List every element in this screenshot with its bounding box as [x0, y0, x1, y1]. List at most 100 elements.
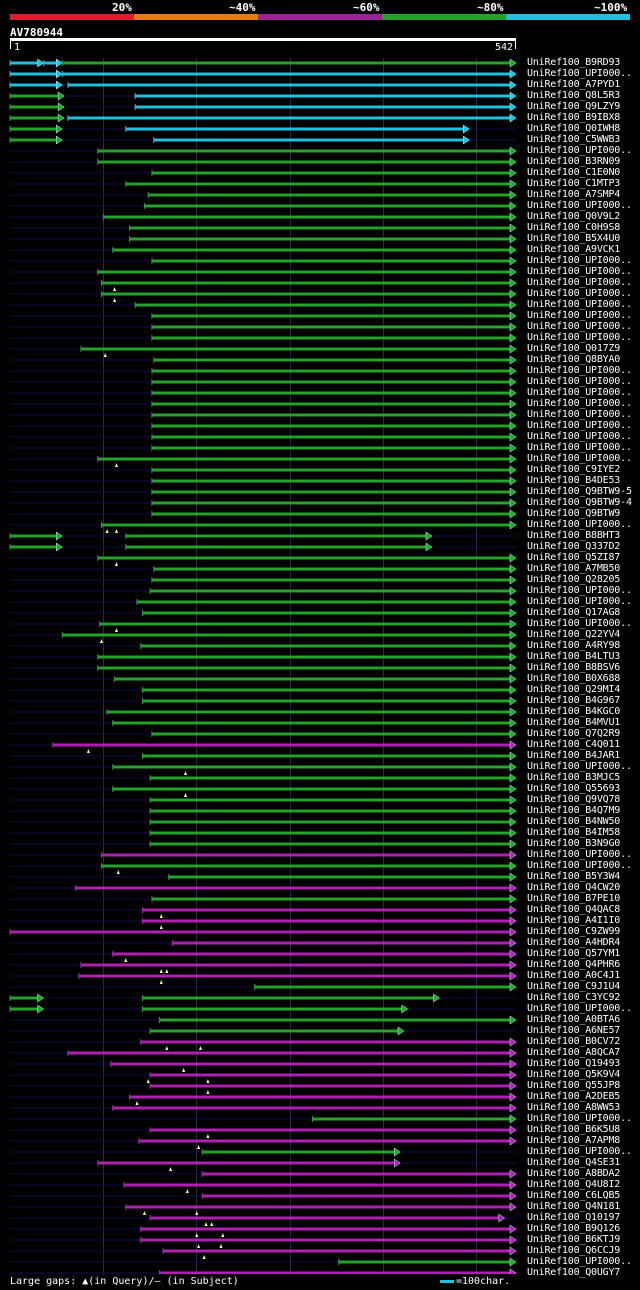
hit-row[interactable]: [9, 124, 516, 134]
hit-row[interactable]: [10, 630, 517, 643]
hit-name-link[interactable]: UniRef100_A4I1I0: [527, 915, 621, 926]
hit-row[interactable]: [10, 608, 517, 618]
hit-row[interactable]: [10, 1125, 517, 1138]
hit-row[interactable]: [10, 476, 517, 486]
hit-row[interactable]: [9, 58, 517, 68]
hit-name-link[interactable]: UniRef100_Q9VQ78: [527, 794, 621, 805]
hit-row[interactable]: [10, 465, 517, 475]
hit-row[interactable]: [10, 421, 517, 431]
hit-name-link[interactable]: UniRef100_B4IM58: [527, 827, 621, 838]
hit-row[interactable]: [10, 597, 517, 607]
hit-row[interactable]: [10, 146, 517, 156]
hit-row[interactable]: [10, 377, 517, 387]
hit-name-link[interactable]: UniRef100_B3RN09: [527, 156, 621, 167]
hit-row[interactable]: [10, 1114, 517, 1124]
hit-row[interactable]: [10, 1191, 517, 1201]
hit-row[interactable]: [9, 1004, 516, 1014]
hit-name-link[interactable]: UniRef100_C6LQB5: [527, 1190, 621, 1201]
hit-row[interactable]: [10, 916, 517, 929]
hit-row[interactable]: [9, 542, 516, 552]
hit-row[interactable]: [10, 388, 517, 398]
hit-name-link[interactable]: UniRef100_A7PYD1: [527, 79, 621, 90]
hit-row[interactable]: [10, 1213, 516, 1226]
hit-row[interactable]: [10, 498, 517, 508]
hit-name-link[interactable]: UniRef100_Q55693: [527, 783, 621, 794]
hit-row[interactable]: [10, 663, 517, 673]
hit-row[interactable]: [10, 872, 517, 882]
hit-name-link[interactable]: UniRef100_A0C4J1: [527, 970, 621, 981]
hit-name-link[interactable]: UniRef100_B4MVU1: [527, 717, 621, 728]
hit-row[interactable]: [10, 806, 517, 816]
hit-name-link[interactable]: UniRef100_Q22YV4: [527, 629, 621, 640]
hit-name-link[interactable]: UniRef100_A9VCK1: [527, 244, 621, 255]
hit-name-link[interactable]: UniRef100_C1E0N0: [527, 167, 621, 178]
hit-name-link[interactable]: UniRef100_UPI000..: [527, 68, 632, 79]
hit-name-link[interactable]: UniRef100_C9ZW99: [527, 926, 621, 937]
hit-name-link[interactable]: UniRef100_Q4SE31: [527, 1157, 621, 1168]
hit-row[interactable]: [10, 850, 517, 860]
hit-row[interactable]: [10, 322, 517, 332]
hit-name-link[interactable]: UniRef100_A8BDA2: [527, 1168, 621, 1179]
hit-name-link[interactable]: UniRef100_UPI000..: [527, 398, 632, 409]
hit-name-link[interactable]: UniRef100_Q55JP8: [527, 1080, 621, 1091]
hit-row[interactable]: [9, 993, 516, 1003]
hit-name-link[interactable]: UniRef100_UPI000..: [527, 1113, 632, 1124]
hit-row[interactable]: [10, 157, 517, 167]
hit-row[interactable]: [10, 1081, 517, 1094]
hit-row[interactable]: [10, 1257, 517, 1267]
hit-row[interactable]: [10, 1037, 517, 1050]
hit-name-link[interactable]: UniRef100_B5X4U0: [527, 233, 621, 244]
hit-name-link[interactable]: UniRef100_A7SMP4: [527, 189, 621, 200]
hit-name-link[interactable]: UniRef100_B0CV72: [527, 1036, 621, 1047]
hit-row[interactable]: [9, 102, 517, 112]
hit-name-link[interactable]: UniRef100_Q19493: [527, 1058, 621, 1069]
hit-row[interactable]: [10, 223, 517, 233]
hit-name-link[interactable]: UniRef100_Q9BTW9-5: [527, 486, 632, 497]
hit-name-link[interactable]: UniRef100_Q17AG8: [527, 607, 621, 618]
hit-name-link[interactable]: UniRef100_A6NE57: [527, 1025, 621, 1036]
hit-name-link[interactable]: UniRef100_UPI000..: [527, 145, 632, 156]
hit-name-link[interactable]: UniRef100_UPI000..: [527, 585, 632, 596]
hit-row[interactable]: [9, 91, 517, 101]
hit-name-link[interactable]: UniRef100_B6K5U8: [527, 1124, 621, 1135]
hit-name-link[interactable]: UniRef100_A2DEB5: [527, 1091, 621, 1102]
hit-name-link[interactable]: UniRef100_UPI000..: [527, 442, 632, 453]
hit-row[interactable]: [10, 1224, 517, 1237]
hit-name-link[interactable]: UniRef100_B9Q126: [527, 1223, 621, 1234]
hit-row[interactable]: [9, 113, 517, 123]
hit-row[interactable]: [10, 861, 517, 874]
hit-name-link[interactable]: UniRef100_UPI000..: [527, 1146, 632, 1157]
hit-row[interactable]: [10, 839, 517, 849]
hit-name-link[interactable]: UniRef100_B5Y3W4: [527, 871, 621, 882]
hit-row[interactable]: [10, 168, 517, 178]
hit-name-link[interactable]: UniRef100_C3YC92: [527, 992, 621, 1003]
hit-row[interactable]: [9, 69, 517, 79]
hit-row[interactable]: [10, 234, 517, 244]
hit-name-link[interactable]: UniRef100_C0H9S8: [527, 222, 621, 233]
hit-name-link[interactable]: UniRef100_UPI000..: [527, 860, 632, 871]
hit-name-link[interactable]: UniRef100_A0BTA6: [527, 1014, 621, 1025]
hit-name-link[interactable]: UniRef100_Q9BTW9-4: [527, 497, 632, 508]
hit-row[interactable]: [10, 586, 517, 596]
hit-name-link[interactable]: UniRef100_B4Q7M9: [527, 805, 621, 816]
hit-row[interactable]: [10, 773, 517, 783]
hit-name-link[interactable]: UniRef100_UPI000..: [527, 277, 632, 288]
hit-name-link[interactable]: UniRef100_B4JAR1: [527, 750, 621, 761]
hit-name-link[interactable]: UniRef100_Q5ZI87: [527, 552, 621, 563]
hit-name-link[interactable]: UniRef100_B4LTU3: [527, 651, 621, 662]
hit-name-link[interactable]: UniRef100_UPI000..: [527, 849, 632, 860]
hit-name-link[interactable]: UniRef100_Q4U8I2: [527, 1179, 621, 1190]
hit-name-link[interactable]: UniRef100_UPI000..: [527, 761, 632, 772]
hit-name-link[interactable]: UniRef100_Q337D2: [527, 541, 621, 552]
hit-name-link[interactable]: UniRef100_C9J1U4: [527, 981, 621, 992]
hit-name-link[interactable]: UniRef100_B4DE53: [527, 475, 621, 486]
hit-row[interactable]: [10, 828, 517, 838]
hit-row[interactable]: [9, 135, 516, 145]
hit-row[interactable]: [10, 487, 517, 497]
hit-row[interactable]: [10, 190, 517, 200]
hit-row[interactable]: [10, 971, 517, 984]
hit-row[interactable]: [10, 432, 517, 442]
hit-name-link[interactable]: UniRef100_B4G967: [527, 695, 621, 706]
hit-row[interactable]: [10, 1180, 517, 1193]
hit-name-link[interactable]: UniRef100_Q10197: [527, 1212, 621, 1223]
